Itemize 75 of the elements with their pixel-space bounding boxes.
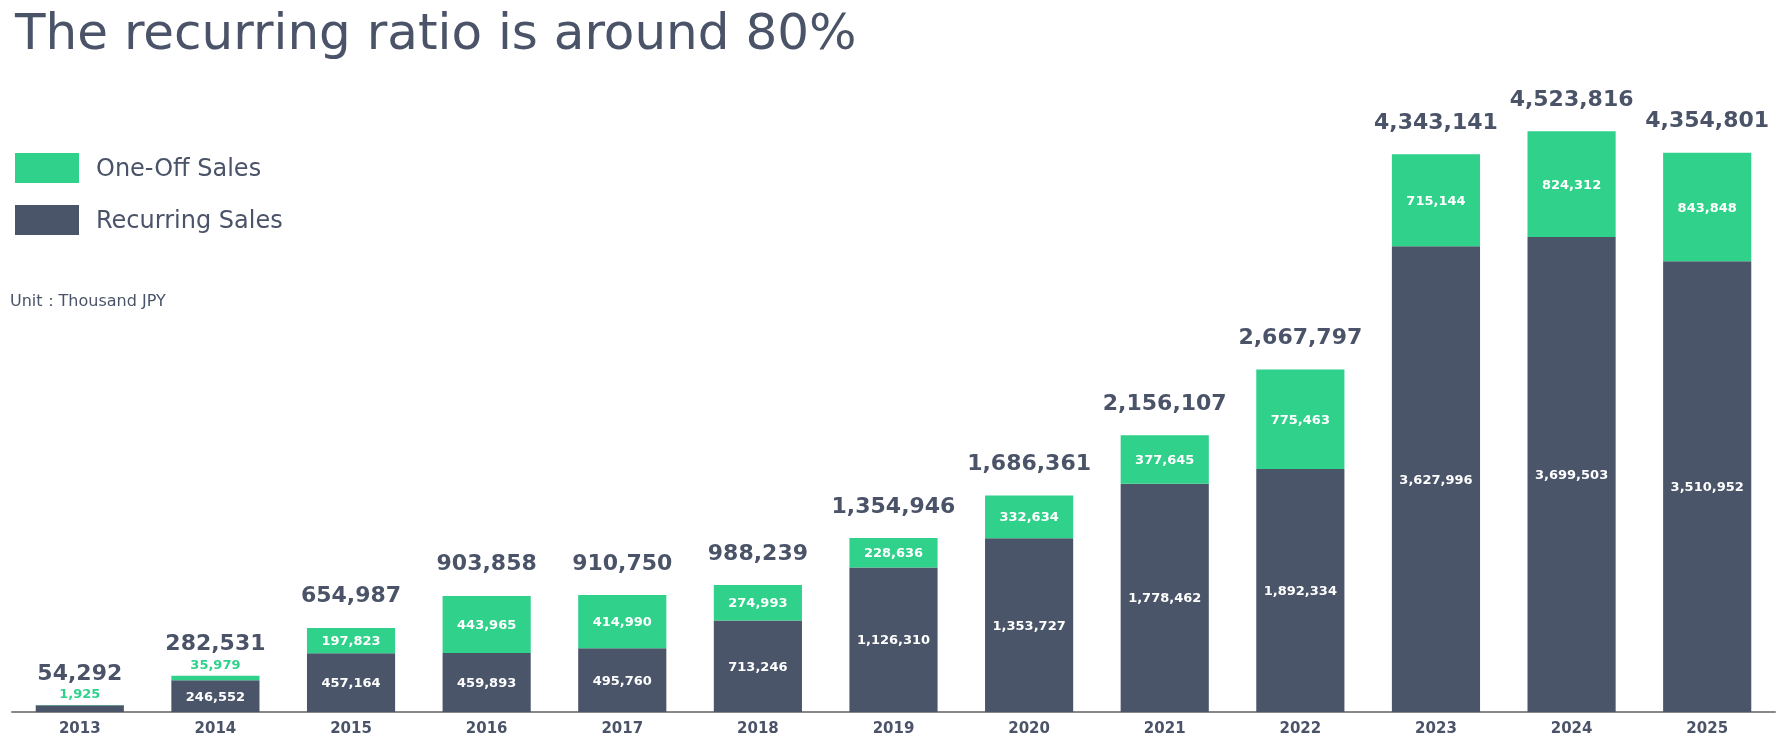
x-tick-label: 2025 (1686, 718, 1729, 737)
bar (578, 648, 667, 712)
bar (442, 595, 531, 653)
x-tick-label: 2018 (737, 718, 779, 737)
data-label: 3,510,952 (1670, 479, 1744, 495)
bar (1120, 483, 1209, 712)
data-label: 414,990 (592, 614, 652, 630)
data-label: 443,965 (457, 616, 517, 632)
data-label: 1,778,462 (1128, 590, 1202, 606)
data-label: 459,893 (457, 674, 517, 690)
bar (1120, 435, 1209, 484)
total-label: 1,354,946 (831, 492, 956, 518)
bar (1663, 261, 1752, 712)
total-label: 910,750 (572, 549, 673, 575)
x-tick-label: 2020 (1008, 718, 1050, 737)
data-label: 457,164 (321, 675, 381, 691)
data-label: 228,636 (863, 545, 924, 561)
total-label: 4,523,816 (1509, 85, 1634, 111)
data-label: 824,312 (1541, 176, 1602, 192)
x-tick-label: 2024 (1550, 718, 1593, 737)
total-label: 903,858 (436, 550, 537, 576)
legend-label: One-Off Sales (96, 154, 262, 182)
total-label: 54,292 (37, 659, 123, 685)
chart-title: The recurring ratio is around 80% (14, 3, 857, 61)
annotation: Unit：Thousand JPY (10, 290, 166, 310)
total-label: 654,987 (300, 582, 402, 608)
bar (849, 567, 938, 712)
data-label: 843,848 (1677, 199, 1737, 215)
data-label: 377,645 (1135, 451, 1195, 467)
x-tick-label: 2023 (1415, 718, 1457, 737)
bar (1256, 369, 1345, 470)
bar (1391, 246, 1481, 712)
legend-label: Recurring Sales (96, 206, 283, 234)
bar (1527, 236, 1616, 712)
x-tick-label: 2017 (601, 718, 644, 737)
x-tick-label: 2014 (194, 718, 237, 737)
total-label: 4,354,801 (1645, 107, 1770, 133)
bar (713, 620, 802, 712)
total-label: 988,239 (707, 539, 808, 565)
bar (578, 595, 667, 649)
bar (1391, 154, 1481, 247)
data-label: 35,979 (190, 656, 241, 672)
x-tick-label: 2015 (330, 718, 372, 737)
data-label: 1,353,727 (992, 617, 1066, 633)
data-label: 332,634 (999, 509, 1059, 525)
data-label: 197,823 (321, 633, 381, 649)
data-label: 3,699,503 (1534, 466, 1609, 482)
data-label: 1,925 (59, 686, 101, 702)
total-label: 4,343,141 (1374, 108, 1498, 134)
data-label: 3,627,996 (1399, 471, 1473, 487)
bar (985, 538, 1074, 712)
bar (306, 653, 396, 712)
x-tick-label: 2016 (465, 718, 508, 737)
bar (1663, 152, 1752, 262)
data-label: 775,463 (1270, 411, 1330, 427)
bar (442, 652, 531, 712)
bar (1256, 469, 1345, 712)
x-tick-label: 2022 (1279, 718, 1322, 737)
data-label: 274,993 (728, 595, 788, 611)
bar (35, 705, 124, 712)
data-label: 713,246 (728, 658, 788, 674)
data-label: 495,760 (592, 672, 652, 688)
x-tick-label: 2021 (1143, 718, 1186, 737)
total-label: 2,667,797 (1238, 323, 1363, 349)
data-label: 246,552 (185, 688, 246, 704)
data-label: 1,892,334 (1263, 583, 1337, 599)
data-label: 715,144 (1406, 192, 1466, 208)
x-tick-label: 2013 (58, 718, 101, 737)
data-label: 1,126,310 (856, 632, 931, 648)
total-label: 2,156,107 (1102, 389, 1227, 415)
bar (985, 495, 1074, 539)
x-tick-label: 2019 (872, 718, 915, 737)
total-label: 1,686,361 (967, 449, 1092, 475)
bar (1527, 131, 1616, 237)
total-label: 282,531 (165, 630, 266, 656)
